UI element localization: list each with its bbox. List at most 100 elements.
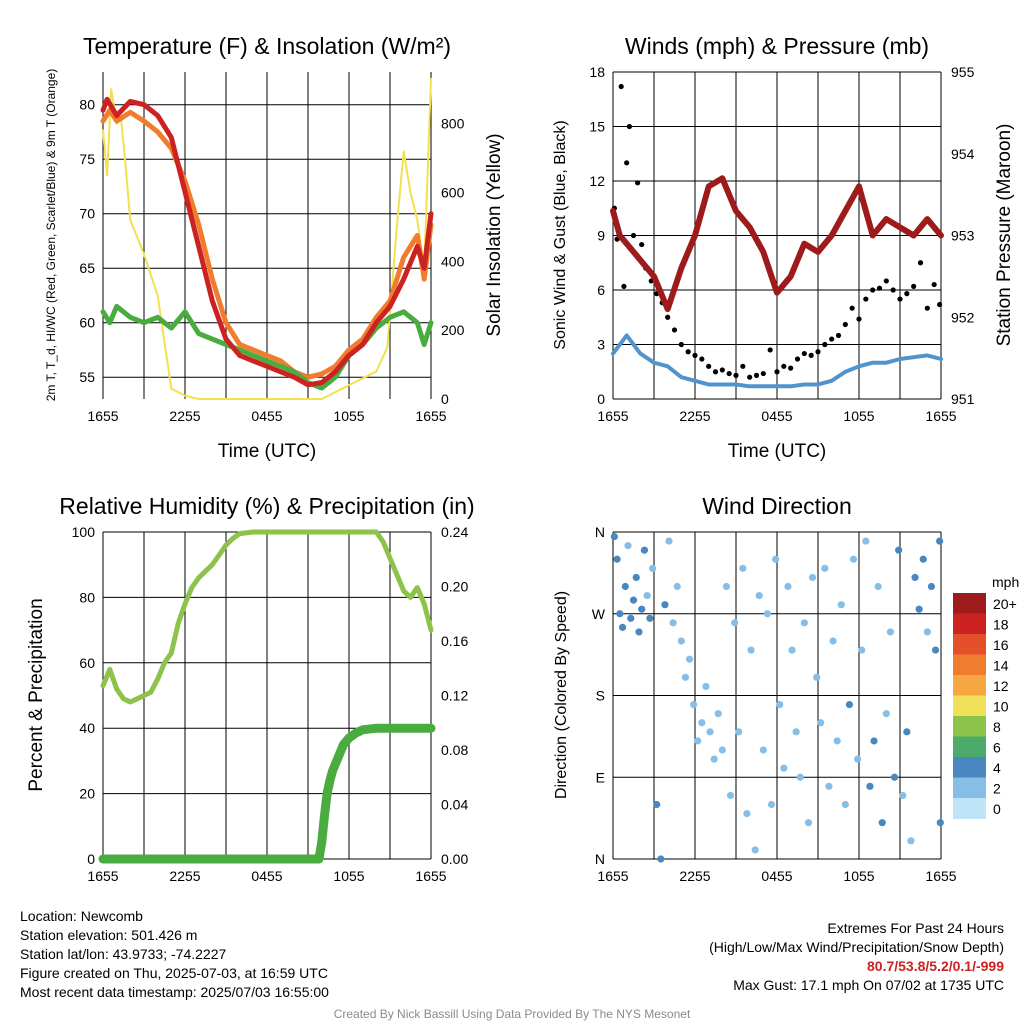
speed-legend-swatch xyxy=(953,634,986,655)
speed-legend-swatch xyxy=(953,736,986,758)
gust-point xyxy=(924,305,930,311)
wind-direction-point xyxy=(849,555,858,563)
wind-direction-point xyxy=(751,846,759,854)
wind-direction-point xyxy=(657,855,665,863)
wind-direction-point xyxy=(646,614,654,622)
speed-legend-label: 16 xyxy=(993,637,1009,653)
wind-direction-point xyxy=(743,809,751,818)
wind-direction-point xyxy=(661,601,669,609)
humidity-right-tick-label: 0.04 xyxy=(441,797,468,813)
speed-legend-label: 10 xyxy=(993,699,1009,715)
wind-direction-point xyxy=(690,700,698,709)
wind-direction-point xyxy=(755,591,763,600)
winds-right-tick-label: 951 xyxy=(951,391,975,407)
gust-point xyxy=(733,372,739,378)
wind-direction-left-tick-label: S xyxy=(596,688,605,704)
speed-legend-swatch xyxy=(953,695,986,717)
wind-direction-point xyxy=(833,737,841,745)
humidity-title: Relative Humidity (%) & Precipitation (i… xyxy=(59,493,474,519)
wind-direction-point xyxy=(837,601,845,609)
humidity-x-tick-label: 1655 xyxy=(415,868,446,884)
winds-title: Winds (mph) & Pressure (mb) xyxy=(625,33,929,59)
gust-point xyxy=(781,363,787,369)
winds-y2-axis-label: Station Pressure (Maroon) xyxy=(994,124,1015,347)
humidity-left-tick-label: 0 xyxy=(87,851,95,867)
wind-direction-point xyxy=(643,591,651,600)
winds-x-axis-label: Time (UTC) xyxy=(728,441,827,462)
wind-direction-point xyxy=(618,623,627,631)
wind-direction-point xyxy=(649,564,657,572)
latlon-text: Station lat/lon: 43.9733; -74.2227 xyxy=(20,946,227,962)
gust-point xyxy=(635,180,641,186)
gust-point xyxy=(767,347,773,353)
winds-x-tick-label: 1655 xyxy=(597,408,628,424)
wind-direction-point xyxy=(936,819,944,827)
humidity-left-tick-label: 80 xyxy=(79,589,95,605)
wind-direction-point xyxy=(613,555,621,563)
temperature-title: Temperature (F) & Insolation (W/m²) xyxy=(83,33,451,59)
wind-direction-point xyxy=(669,619,677,627)
wind-direction-point xyxy=(653,800,661,809)
gust-point xyxy=(794,356,801,362)
temperature-right-tick-label: 200 xyxy=(441,322,465,338)
gust-point xyxy=(706,363,712,369)
wind-direction-point xyxy=(772,555,780,563)
wind-direction-point xyxy=(747,646,755,654)
figure-created-text: Figure created on Thu, 2025-07-03, at 16… xyxy=(20,965,328,981)
speed-legend-label: 18 xyxy=(993,617,1009,633)
wind-direction-point xyxy=(722,582,731,591)
humidity-y-axis-label: Percent & Precipitation xyxy=(26,598,47,791)
temperature-left-tick-label: 70 xyxy=(79,206,95,222)
temperature-left-tick-label: 65 xyxy=(79,260,95,276)
humidity-right-tick-label: 0.12 xyxy=(441,688,468,704)
wind-direction-point xyxy=(677,637,685,645)
gust-point xyxy=(829,336,835,342)
speed-legend-swatch xyxy=(953,675,986,696)
temperature-left-tick-label: 75 xyxy=(79,151,95,167)
gust-point xyxy=(890,287,896,293)
wind-direction-point xyxy=(878,819,886,827)
station-info: Location: Newcomb Station elevation: 501… xyxy=(20,907,329,1002)
wind-direction-point xyxy=(829,637,837,645)
wind-direction-plot: 1655 2255 0455 1055 1655 Wind Direction N E S W N D… xyxy=(553,493,1019,884)
gust-point xyxy=(712,369,719,375)
gust-point xyxy=(815,349,821,355)
speed-legend-swatch xyxy=(953,777,986,799)
speed-legend-swatch xyxy=(953,613,986,635)
wind-direction-point xyxy=(936,537,944,545)
wind-direction-point xyxy=(845,700,854,709)
gust-point xyxy=(911,283,917,289)
humidity-right-tick-label: 0.08 xyxy=(441,742,468,758)
wind-direction-point xyxy=(710,755,718,763)
wind-direction-point xyxy=(621,582,629,591)
wind-direction-point xyxy=(874,582,882,591)
wind-direction-y-axis-label: Direction (Colored By Speed) xyxy=(553,591,570,799)
gust-point xyxy=(719,367,725,373)
wind-direction-point xyxy=(665,537,673,545)
winds-x-tick-label: 0455 xyxy=(761,408,792,424)
gust-point xyxy=(897,296,903,302)
humidity-left-tick-label: 100 xyxy=(72,524,96,540)
gust-point xyxy=(937,301,943,308)
extremes-panel: Extremes For Past 24 Hours (High/Low/Max… xyxy=(709,919,1004,995)
elevation-text: Station elevation: 501.426 m xyxy=(20,927,198,943)
wind-direction-point xyxy=(796,773,804,781)
humidity-right-tick-label: 0.00 xyxy=(441,851,468,867)
temperature-x-tick-label: 1655 xyxy=(87,408,118,424)
humidity-x-tick-label: 0455 xyxy=(251,868,282,884)
winds-right-tick-label: 952 xyxy=(951,309,975,325)
humidity-right-tick-label: 0.16 xyxy=(441,633,468,649)
speed-legend-label: 4 xyxy=(993,760,1001,776)
speed-legend-swatch xyxy=(953,798,986,819)
humidity-right-tick-label: 0.20 xyxy=(441,579,468,595)
gust-point xyxy=(692,352,698,358)
wind-direction-point xyxy=(792,728,800,736)
gust-point xyxy=(863,296,869,302)
wind-direction-point xyxy=(632,573,640,582)
gust-point xyxy=(801,350,807,357)
temperature-x-tick-label: 2255 xyxy=(169,408,200,424)
wind-direction-point xyxy=(870,737,878,745)
speed-legend-label: 8 xyxy=(993,719,1001,735)
dewpoint-series xyxy=(100,303,434,391)
wind-direction-point xyxy=(694,737,702,745)
